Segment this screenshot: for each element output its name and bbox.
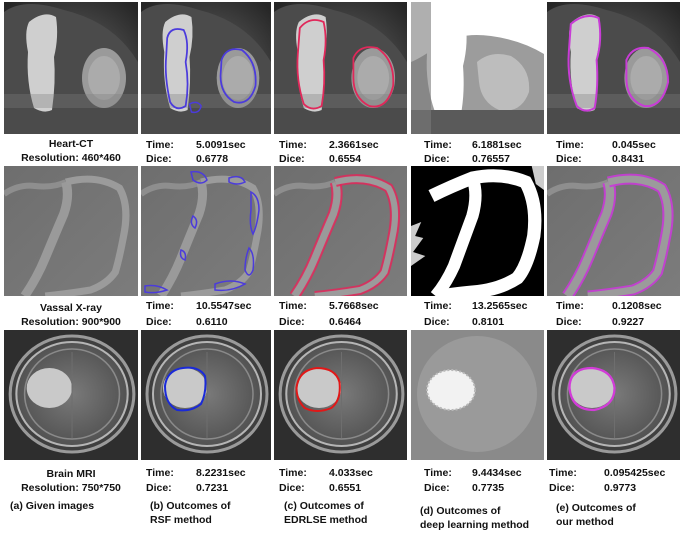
dl-dice-value: 0.7735 — [472, 482, 505, 494]
ours-dice-label: Dice: — [556, 316, 582, 328]
dl-time-label: Time: — [424, 300, 452, 312]
xray-given-image — [4, 166, 138, 296]
dl-dice-value: 0.8101 — [472, 316, 505, 328]
caption-e-line1: (e) Outcomes of — [556, 502, 636, 514]
heart-ct-name: Heart-CT — [48, 138, 94, 150]
dl-dice-label: Dice: — [424, 153, 450, 165]
ours-time-label: Time: — [556, 139, 584, 151]
edrlse-time-value: 5.7668sec — [329, 300, 379, 312]
caption-b-line1: (b) Outcomes of — [150, 500, 231, 512]
caption-c-line2: EDRLSE method — [284, 514, 368, 526]
mri-deep-learning-result — [411, 330, 544, 460]
dl-dice-label: Dice: — [424, 316, 450, 328]
rsf-time-value: 5.0091sec — [196, 139, 246, 151]
heart-ct-edrlse-result — [274, 2, 407, 134]
rsf-dice-label: Dice: — [146, 482, 172, 494]
edrlse-time-value: 4.033sec — [329, 467, 373, 479]
dl-time-label: Time: — [424, 139, 452, 151]
rsf-dice-value: 0.7231 — [196, 482, 229, 494]
rsf-time-label: Time: — [146, 139, 174, 151]
rsf-dice-value: 0.6778 — [196, 153, 229, 165]
ours-dice-value: 0.9227 — [612, 316, 645, 328]
mri-rsf-result — [141, 330, 271, 460]
caption-d-line1: (d) Outcomes of — [420, 505, 501, 517]
dl-time-label: Time: — [424, 467, 452, 479]
ours-dice-label: Dice: — [556, 153, 582, 165]
edrlse-time-label: Time: — [279, 139, 307, 151]
rsf-time-value: 10.5547sec — [196, 300, 252, 312]
xray-edrlse-result — [274, 166, 407, 296]
dl-dice-label: Dice: — [424, 482, 450, 494]
edrlse-dice-label: Dice: — [279, 153, 305, 165]
dl-time-value: 6.1881sec — [472, 139, 522, 151]
xray-resolution: Resolution: 900*900 — [21, 316, 121, 328]
mri-edrlse-result — [274, 330, 407, 460]
ours-dice-label: Dice: — [549, 482, 575, 494]
caption-c-line1: (c) Outcomes of — [284, 500, 364, 512]
mri-resolution: Resolution: 750*750 — [21, 482, 121, 494]
rsf-dice-label: Dice: — [146, 316, 172, 328]
ours-time-value: 0.045sec — [612, 139, 656, 151]
edrlse-dice-label: Dice: — [279, 482, 305, 494]
edrlse-dice-value: 0.6551 — [329, 482, 362, 494]
dl-dice-value: 0.76557 — [472, 153, 510, 165]
edrlse-time-label: Time: — [279, 467, 307, 479]
caption-b-line2: RSF method — [150, 514, 212, 526]
ours-dice-value: 0.9773 — [604, 482, 637, 494]
heart-ct-our-result — [547, 2, 680, 134]
heart-ct-resolution: Resolution: 460*460 — [21, 152, 121, 164]
xray-our-result — [547, 166, 680, 296]
heart-ct-given-image — [4, 2, 138, 134]
rsf-time-value: 8.2231sec — [196, 467, 246, 479]
xray-name: Vassal X-ray — [40, 302, 102, 314]
rsf-time-label: Time: — [146, 467, 174, 479]
edrlse-time-value: 2.3661sec — [329, 139, 379, 151]
caption-e-line2: our method — [556, 516, 614, 528]
ours-time-label: Time: — [549, 467, 577, 479]
dl-time-value: 9.4434sec — [472, 467, 522, 479]
caption-a: (a) Given images — [10, 500, 95, 512]
heart-ct-deep-learning-result — [411, 2, 544, 134]
rsf-dice-label: Dice: — [146, 153, 172, 165]
dl-time-value: 13.2565sec — [472, 300, 528, 312]
mri-our-result — [547, 330, 680, 460]
ours-time-value: 0.095425sec — [604, 467, 666, 479]
ours-time-label: Time: — [556, 300, 584, 312]
caption-d-line2: deep learning method — [420, 519, 530, 531]
edrlse-dice-value: 0.6554 — [329, 153, 362, 165]
edrlse-time-label: Time: — [279, 300, 307, 312]
heart-ct-rsf-result — [141, 2, 271, 134]
xray-rsf-result — [141, 166, 271, 296]
mri-name: Brain MRI — [46, 468, 96, 480]
ours-dice-value: 0.8431 — [612, 153, 645, 165]
rsf-time-label: Time: — [146, 300, 174, 312]
edrlse-dice-label: Dice: — [279, 316, 305, 328]
ours-time-value: 0.1208sec — [612, 300, 662, 312]
mri-given-image — [4, 330, 138, 460]
xray-deep-learning-result — [411, 166, 544, 296]
rsf-dice-value: 0.6110 — [196, 316, 228, 328]
edrlse-dice-value: 0.6464 — [329, 316, 362, 328]
